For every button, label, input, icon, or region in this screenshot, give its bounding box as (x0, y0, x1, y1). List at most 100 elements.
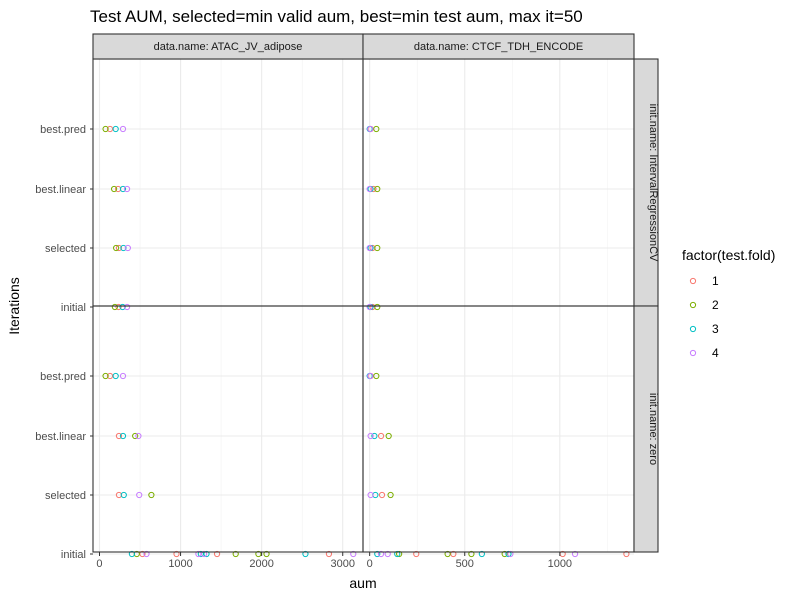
x-axis-title: aum (349, 575, 376, 591)
data-point (135, 432, 142, 440)
data-point (367, 125, 374, 133)
points-panel-2 (102, 372, 357, 558)
points-panel-0 (102, 125, 131, 311)
legend-key (689, 301, 697, 309)
facet-row-label: init.name: IntervalRegressionCV (647, 104, 659, 262)
data-point (377, 432, 385, 440)
data-point (112, 372, 119, 380)
data-point (377, 550, 385, 558)
data-point (111, 303, 118, 311)
data-point (367, 372, 374, 380)
data-point (385, 432, 392, 440)
x-tick-label: 0 (367, 558, 373, 570)
y-tick-label: best.pred (40, 371, 86, 383)
data-point (148, 491, 155, 499)
data-point (501, 550, 508, 558)
data-point (119, 125, 127, 133)
data-point (374, 185, 381, 193)
y-axis-title: Iterations (6, 277, 22, 335)
x-tick-label: 500 (456, 558, 474, 570)
facet-column-strip (92, 33, 364, 60)
panel-background (363, 306, 634, 552)
data-point (128, 550, 136, 558)
y-tick-label: best.linear (35, 184, 86, 196)
data-point (102, 372, 109, 380)
x-tick-label: 1000 (548, 558, 572, 570)
legend: factor(test.fold) 1 2 3 4 (682, 247, 775, 360)
panel-background (93, 306, 363, 552)
data-point (507, 550, 514, 558)
x-tick-label: 3000 (330, 558, 354, 570)
data-point (350, 550, 357, 558)
data-point (571, 550, 579, 558)
legend-key (689, 325, 697, 333)
x-tick-label: 0 (96, 558, 102, 570)
data-point (450, 550, 457, 558)
data-point (373, 125, 380, 133)
data-point (113, 244, 120, 252)
facet-row-label: init.name: zero (647, 393, 659, 465)
data-point (384, 550, 391, 558)
y-tick-label: selected (45, 490, 86, 502)
points-panel-1 (366, 125, 381, 311)
data-point (374, 244, 381, 252)
legend-label: 3 (712, 322, 719, 336)
y-tick-label: best.pred (40, 124, 86, 136)
data-point (213, 550, 221, 558)
data-point (132, 432, 139, 440)
panel-background (363, 59, 634, 306)
x-tick-label: 1000 (168, 558, 192, 570)
facet-column-label: data.name: ATAC_JV_adipose (154, 41, 303, 53)
data-point (232, 550, 239, 558)
data-point (203, 550, 210, 558)
data-point (136, 491, 143, 499)
legend-label: 1 (712, 274, 719, 288)
data-point (367, 491, 374, 499)
legend-key (689, 349, 697, 357)
data-point (302, 550, 309, 558)
data-point (110, 185, 118, 193)
data-point (119, 372, 127, 380)
legend-title: factor(test.fold) (682, 247, 775, 263)
data-point (120, 244, 127, 252)
data-point (112, 125, 119, 133)
data-point (505, 550, 512, 558)
data-point (119, 303, 126, 311)
data-point (143, 550, 150, 558)
panel-0-1 (93, 306, 363, 555)
data-point (373, 372, 380, 380)
data-point (366, 185, 373, 193)
panel-background (93, 59, 363, 306)
data-point (102, 125, 109, 133)
facet-column-label: data.name: CTCF_TDH_ENCODE (414, 41, 583, 53)
facet-row-strip (633, 305, 659, 553)
data-point (115, 244, 123, 252)
data-point (325, 550, 333, 558)
legend-label: 4 (712, 346, 719, 360)
facet-column-strip (362, 33, 635, 60)
data-point (623, 550, 630, 558)
data-point (478, 550, 485, 558)
y-tick-label: selected (45, 243, 86, 255)
data-point (394, 550, 401, 558)
data-point (367, 432, 374, 440)
chart-title: Test AUM, selected=min valid aum, best=m… (90, 7, 583, 26)
data-point (371, 432, 378, 440)
data-point (255, 550, 262, 558)
data-point (123, 303, 131, 311)
legend-label: 2 (712, 298, 719, 312)
data-point (396, 550, 403, 558)
data-point (119, 432, 127, 440)
data-point (115, 303, 122, 311)
data-point (366, 244, 373, 252)
data-point (195, 550, 202, 558)
data-point (413, 550, 420, 558)
x-tick-label: 2000 (249, 558, 273, 570)
data-point (120, 491, 127, 499)
data-point (468, 550, 475, 558)
data-point (444, 550, 451, 558)
data-point (366, 303, 373, 311)
data-point (370, 185, 377, 193)
data-point (387, 491, 394, 499)
